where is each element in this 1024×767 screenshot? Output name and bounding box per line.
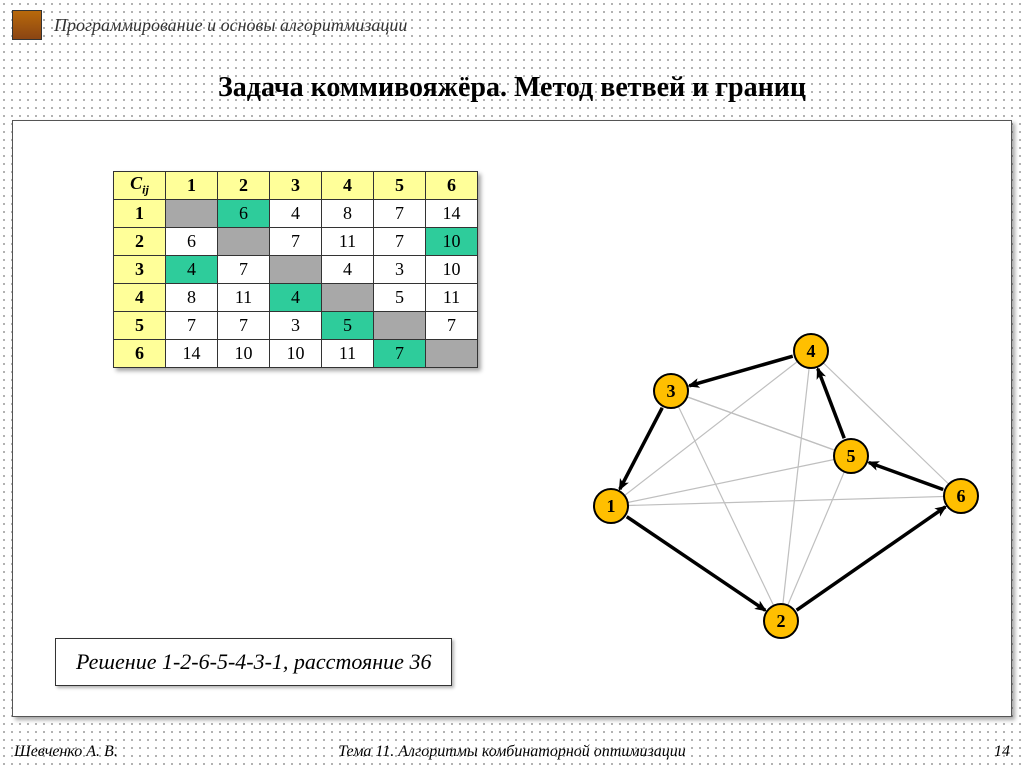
solution-box: Решение 1-2-6-5-4-3-1, расстояние 36 [55,638,452,686]
matrix-cell: 7 [166,312,218,340]
matrix-cell: 4 [270,284,322,312]
matrix-cell [322,284,374,312]
footer: Шевченко А. В. Тема 11. Алгоритмы комбин… [14,743,1010,761]
matrix-cell: 10 [218,340,270,368]
matrix-row-header: 4 [114,284,166,312]
graph-node-label: 5 [847,446,856,466]
matrix-cell: 5 [322,312,374,340]
matrix-cell: 10 [270,340,322,368]
matrix-cell: 4 [322,256,374,284]
matrix-cell: 7 [374,228,426,256]
matrix-cell [270,256,322,284]
matrix-col-header: 6 [426,172,478,200]
matrix-cell: 10 [426,256,478,284]
page-title: Задача коммивояжёра. Метод ветвей и гран… [0,72,1024,104]
matrix-cell: 8 [322,200,374,228]
graph-diagram: 1 2 3 4 5 6 [531,321,991,651]
matrix-cell [166,200,218,228]
matrix-row-header: 3 [114,256,166,284]
footer-topic: Тема 11. Алгоритмы комбинаторной оптимиз… [14,743,1010,761]
matrix-cell [374,312,426,340]
matrix-cell [426,340,478,368]
matrix-cell: 7 [426,312,478,340]
graph-edge-tour [620,408,662,489]
matrix-cell: 7 [374,200,426,228]
matrix-cell: 11 [322,340,374,368]
graph-edge-light [781,351,811,621]
matrix-cell: 6 [166,228,218,256]
matrix-row-header: 1 [114,200,166,228]
matrix-cell [218,228,270,256]
matrix-cell: 3 [270,312,322,340]
graph-node-label: 3 [667,381,676,401]
matrix-cell: 3 [374,256,426,284]
matrix-cell: 14 [166,340,218,368]
matrix-row-header: 6 [114,340,166,368]
header: Программирование и основы алгоритмизации [12,10,407,40]
graph-node-label: 6 [957,486,966,506]
matrix-col-header: 1 [166,172,218,200]
graph-edge-light [611,496,961,506]
matrix-cell: 4 [270,200,322,228]
graph-edge-light [811,351,961,496]
matrix-cell: 4 [166,256,218,284]
matrix-cell: 11 [322,228,374,256]
matrix-cell: 7 [218,256,270,284]
matrix-cell: 10 [426,228,478,256]
matrix-cell: 6 [218,200,270,228]
matrix-cell: 7 [374,340,426,368]
matrix-cell: 7 [270,228,322,256]
graph-node-label: 4 [807,341,816,361]
graph-node-label: 2 [777,611,786,631]
matrix-cell: 5 [374,284,426,312]
matrix-cell: 14 [426,200,478,228]
matrix-col-header: 2 [218,172,270,200]
matrix-col-header: 5 [374,172,426,200]
graph-edge-tour [689,356,792,386]
distance-matrix: Cij123456 164871426711710347431048114511… [113,171,478,368]
matrix-cell: 7 [218,312,270,340]
matrix-cell: 11 [218,284,270,312]
matrix-col-header: 4 [322,172,374,200]
matrix-row-header: 5 [114,312,166,340]
matrix-corner: Cij [114,172,166,200]
matrix-cell: 8 [166,284,218,312]
graph-edge-light [611,351,811,506]
matrix-row-header: 2 [114,228,166,256]
logo-icon [12,10,42,40]
graph-node-label: 1 [607,496,616,516]
graph-edge-light [671,391,781,621]
graph-edge-tour [869,462,943,489]
graph-edge-tour [627,517,766,611]
matrix-col-header: 3 [270,172,322,200]
content-frame: Cij123456 164871426711710347431048114511… [12,120,1012,717]
graph-edge-light [611,456,851,506]
subject-label: Программирование и основы алгоритмизации [54,15,407,36]
matrix-cell: 11 [426,284,478,312]
graph-edge-tour [797,507,946,610]
